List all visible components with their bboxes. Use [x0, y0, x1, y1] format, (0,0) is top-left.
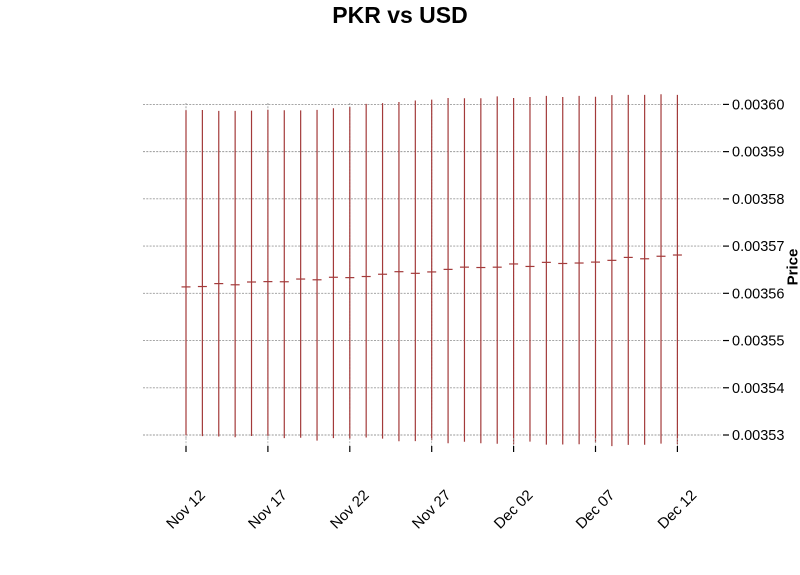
- svg-text:Nov 17: Nov 17: [245, 487, 291, 533]
- svg-text:Dec 12: Dec 12: [655, 487, 701, 533]
- svg-text:Nov 22: Nov 22: [327, 487, 373, 533]
- svg-text:0.00360: 0.00360: [732, 97, 784, 113]
- svg-text:Dec 02: Dec 02: [491, 487, 537, 533]
- svg-text:0.00357: 0.00357: [732, 239, 784, 255]
- svg-text:Nov 27: Nov 27: [409, 487, 455, 533]
- svg-text:Price: Price: [784, 249, 800, 286]
- svg-text:0.00353: 0.00353: [732, 428, 784, 444]
- svg-text:Dec 07: Dec 07: [573, 487, 619, 533]
- svg-text:0.00358: 0.00358: [732, 192, 784, 208]
- svg-text:0.00356: 0.00356: [732, 286, 784, 302]
- svg-text:0.00359: 0.00359: [732, 145, 784, 161]
- svg-text:0.00354: 0.00354: [732, 381, 784, 397]
- svg-text:Nov 12: Nov 12: [163, 487, 209, 533]
- svg-text:0.00355: 0.00355: [732, 334, 784, 350]
